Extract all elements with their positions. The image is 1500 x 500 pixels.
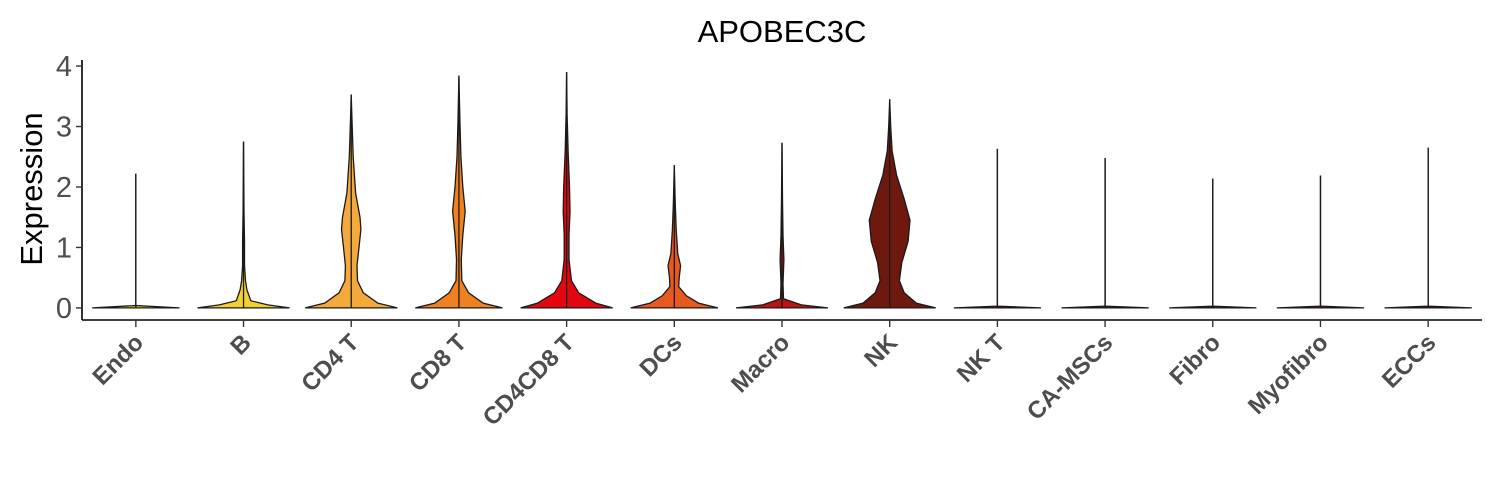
x-tick-label: NK bbox=[859, 329, 903, 373]
x-tick-label: CD4 T bbox=[296, 329, 364, 397]
x-tick-label: Fibro bbox=[1165, 329, 1227, 391]
y-tick-label: 3 bbox=[56, 112, 72, 144]
x-tick-label: Myofibro bbox=[1243, 329, 1334, 420]
x-tick-label: Endo bbox=[88, 329, 150, 391]
y-axis-label: Expression bbox=[14, 112, 49, 265]
y-tick-label: 2 bbox=[56, 172, 72, 204]
x-tick-label: CA-MSCs bbox=[1022, 329, 1118, 425]
chart-title: APOBEC3C bbox=[698, 14, 867, 49]
x-tick-label: DCs bbox=[634, 329, 687, 382]
x-tick-label: ECCs bbox=[1377, 329, 1441, 393]
y-axis-ticks: 0 1 2 3 4 bbox=[56, 51, 82, 325]
x-tick-label: NK T bbox=[952, 329, 1011, 388]
y-tick-label: 1 bbox=[56, 232, 72, 264]
x-axis-ticks: Endo B CD4 T CD8 T CD4CD8 T DCs Macro NK NK T CA-… bbox=[88, 320, 1441, 431]
x-tick-label: CD4CD8 T bbox=[478, 329, 580, 431]
y-tick-label: 4 bbox=[56, 51, 72, 83]
y-tick-label: 0 bbox=[56, 293, 72, 325]
violins-group bbox=[92, 72, 1472, 309]
x-tick-label: Macro bbox=[726, 329, 795, 398]
x-tick-label: B bbox=[225, 329, 256, 360]
x-tick-label: CD8 T bbox=[404, 329, 472, 397]
